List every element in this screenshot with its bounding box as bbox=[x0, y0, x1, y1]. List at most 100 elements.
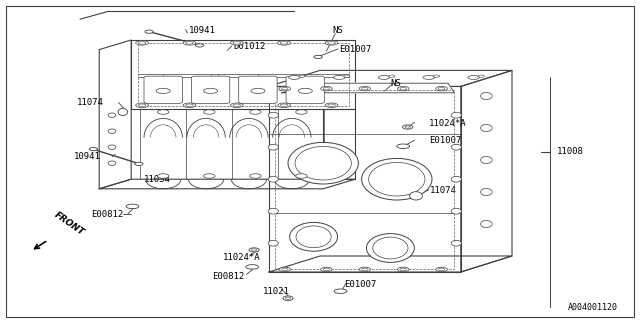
Ellipse shape bbox=[433, 75, 440, 77]
Ellipse shape bbox=[451, 144, 461, 150]
Ellipse shape bbox=[186, 104, 193, 107]
Ellipse shape bbox=[296, 174, 307, 178]
Ellipse shape bbox=[135, 162, 143, 165]
Text: 10941: 10941 bbox=[189, 26, 216, 35]
Ellipse shape bbox=[369, 162, 425, 196]
Ellipse shape bbox=[268, 144, 278, 150]
Ellipse shape bbox=[278, 103, 291, 108]
Ellipse shape bbox=[157, 174, 169, 178]
Ellipse shape bbox=[278, 41, 291, 45]
Ellipse shape bbox=[126, 204, 139, 209]
Ellipse shape bbox=[298, 88, 312, 93]
Ellipse shape bbox=[204, 88, 218, 93]
Ellipse shape bbox=[230, 103, 243, 108]
Text: A004001120: A004001120 bbox=[568, 303, 618, 312]
Ellipse shape bbox=[344, 75, 350, 77]
Ellipse shape bbox=[321, 86, 332, 91]
FancyBboxPatch shape bbox=[286, 76, 324, 103]
Ellipse shape bbox=[138, 42, 146, 44]
Ellipse shape bbox=[280, 104, 288, 107]
Ellipse shape bbox=[246, 265, 259, 269]
Ellipse shape bbox=[108, 161, 116, 165]
Text: 11074: 11074 bbox=[77, 98, 104, 107]
Ellipse shape bbox=[283, 296, 293, 300]
Text: 11024*A: 11024*A bbox=[223, 253, 260, 262]
Ellipse shape bbox=[314, 55, 323, 59]
Text: 11021: 11021 bbox=[262, 287, 289, 296]
FancyBboxPatch shape bbox=[144, 76, 182, 103]
FancyBboxPatch shape bbox=[191, 76, 230, 103]
Ellipse shape bbox=[400, 268, 406, 271]
Ellipse shape bbox=[157, 110, 169, 114]
Ellipse shape bbox=[186, 42, 193, 44]
Ellipse shape bbox=[321, 267, 332, 272]
Ellipse shape bbox=[279, 86, 291, 91]
Ellipse shape bbox=[451, 240, 461, 246]
Ellipse shape bbox=[388, 75, 395, 77]
Polygon shape bbox=[282, 83, 454, 93]
Ellipse shape bbox=[362, 268, 368, 271]
Ellipse shape bbox=[436, 267, 447, 272]
Ellipse shape bbox=[138, 104, 146, 107]
Ellipse shape bbox=[295, 146, 351, 180]
Text: 11034: 11034 bbox=[144, 175, 171, 184]
Polygon shape bbox=[269, 86, 461, 272]
Text: 10941: 10941 bbox=[74, 152, 100, 161]
Ellipse shape bbox=[481, 220, 492, 228]
Ellipse shape bbox=[296, 226, 332, 248]
Ellipse shape bbox=[90, 148, 98, 151]
Ellipse shape bbox=[268, 208, 278, 214]
Ellipse shape bbox=[288, 142, 358, 184]
Ellipse shape bbox=[333, 76, 345, 79]
Ellipse shape bbox=[108, 129, 116, 133]
Ellipse shape bbox=[230, 41, 243, 45]
Ellipse shape bbox=[397, 267, 409, 272]
Ellipse shape bbox=[323, 268, 330, 271]
Text: E00812: E00812 bbox=[91, 210, 123, 219]
Ellipse shape bbox=[285, 297, 291, 300]
Polygon shape bbox=[323, 109, 355, 179]
Ellipse shape bbox=[451, 112, 461, 118]
Ellipse shape bbox=[204, 174, 215, 178]
Ellipse shape bbox=[183, 41, 196, 45]
Ellipse shape bbox=[280, 42, 288, 44]
Ellipse shape bbox=[325, 103, 338, 108]
Ellipse shape bbox=[397, 86, 409, 91]
Ellipse shape bbox=[328, 42, 335, 44]
Ellipse shape bbox=[405, 126, 410, 128]
Ellipse shape bbox=[438, 268, 445, 271]
Text: E00812: E00812 bbox=[212, 272, 244, 281]
Polygon shape bbox=[99, 179, 355, 189]
Ellipse shape bbox=[249, 248, 259, 252]
Ellipse shape bbox=[359, 86, 371, 91]
Ellipse shape bbox=[372, 237, 408, 259]
Text: 11008: 11008 bbox=[557, 148, 584, 156]
Ellipse shape bbox=[204, 110, 215, 114]
Ellipse shape bbox=[136, 103, 148, 108]
Ellipse shape bbox=[251, 88, 265, 93]
Ellipse shape bbox=[481, 188, 492, 196]
Ellipse shape bbox=[400, 87, 406, 90]
Ellipse shape bbox=[410, 192, 422, 200]
Ellipse shape bbox=[290, 222, 338, 251]
Ellipse shape bbox=[108, 113, 116, 117]
Text: NS: NS bbox=[390, 79, 401, 88]
FancyBboxPatch shape bbox=[239, 76, 277, 103]
Polygon shape bbox=[461, 70, 512, 272]
Ellipse shape bbox=[118, 108, 128, 116]
Text: 11074: 11074 bbox=[430, 186, 457, 195]
Ellipse shape bbox=[359, 267, 371, 272]
Ellipse shape bbox=[250, 174, 261, 178]
Ellipse shape bbox=[156, 88, 170, 93]
Ellipse shape bbox=[403, 125, 413, 129]
Ellipse shape bbox=[451, 176, 461, 182]
Polygon shape bbox=[99, 40, 131, 189]
Ellipse shape bbox=[233, 104, 241, 107]
Ellipse shape bbox=[438, 87, 445, 90]
Ellipse shape bbox=[299, 75, 305, 77]
Ellipse shape bbox=[362, 87, 368, 90]
Ellipse shape bbox=[268, 240, 278, 246]
Ellipse shape bbox=[478, 75, 484, 77]
Ellipse shape bbox=[325, 41, 338, 45]
Text: NS: NS bbox=[333, 26, 344, 35]
